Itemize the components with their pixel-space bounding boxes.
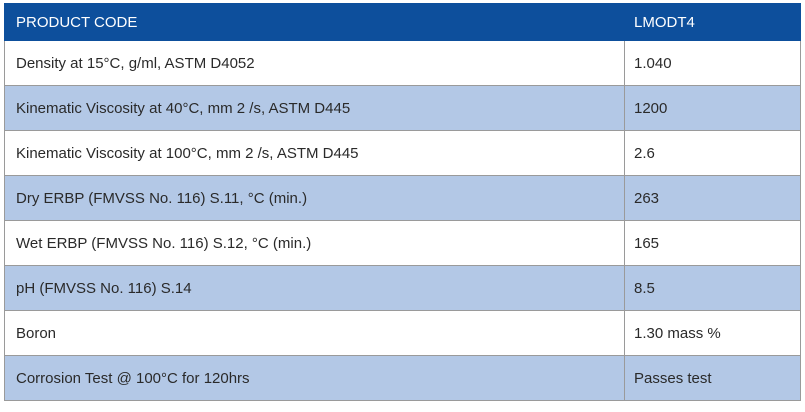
header-value: LMODT4 — [624, 3, 801, 41]
row-value: 2.6 — [624, 130, 801, 176]
table-header-row: PRODUCT CODE LMODT4 — [4, 3, 801, 41]
row-value: 1.30 mass % — [624, 310, 801, 356]
row-label: Density at 15°C, g/ml, ASTM D4052 — [4, 40, 625, 86]
row-label: Boron — [4, 310, 625, 356]
row-label: pH (FMVSS No. 116) S.14 — [4, 265, 625, 311]
row-value: 263 — [624, 175, 801, 221]
table-row: pH (FMVSS No. 116) S.14 8.5 — [4, 265, 801, 311]
row-value: Passes test — [624, 355, 801, 401]
row-value: 1200 — [624, 85, 801, 131]
row-value: 8.5 — [624, 265, 801, 311]
row-label: Corrosion Test @ 100°C for 120hrs — [4, 355, 625, 401]
row-value: 165 — [624, 220, 801, 266]
header-label: PRODUCT CODE — [4, 3, 625, 41]
row-label: Wet ERBP (FMVSS No. 116) S.12, °C (min.) — [4, 220, 625, 266]
row-label: Kinematic Viscosity at 100°C, mm 2 /s, A… — [4, 130, 625, 176]
table-row: Boron 1.30 mass % — [4, 310, 801, 356]
table-row: Dry ERBP (FMVSS No. 116) S.11, °C (min.)… — [4, 175, 801, 221]
row-label: Dry ERBP (FMVSS No. 116) S.11, °C (min.) — [4, 175, 625, 221]
row-value: 1.040 — [624, 40, 801, 86]
table-row: Kinematic Viscosity at 40°C, mm 2 /s, AS… — [4, 85, 801, 131]
table-row: Wet ERBP (FMVSS No. 116) S.12, °C (min.)… — [4, 220, 801, 266]
product-spec-table: PRODUCT CODE LMODT4 Density at 15°C, g/m… — [4, 3, 801, 401]
row-label: Kinematic Viscosity at 40°C, mm 2 /s, AS… — [4, 85, 625, 131]
table-row: Kinematic Viscosity at 100°C, mm 2 /s, A… — [4, 130, 801, 176]
table-row: Density at 15°C, g/ml, ASTM D4052 1.040 — [4, 40, 801, 86]
table-row: Corrosion Test @ 100°C for 120hrs Passes … — [4, 355, 801, 401]
